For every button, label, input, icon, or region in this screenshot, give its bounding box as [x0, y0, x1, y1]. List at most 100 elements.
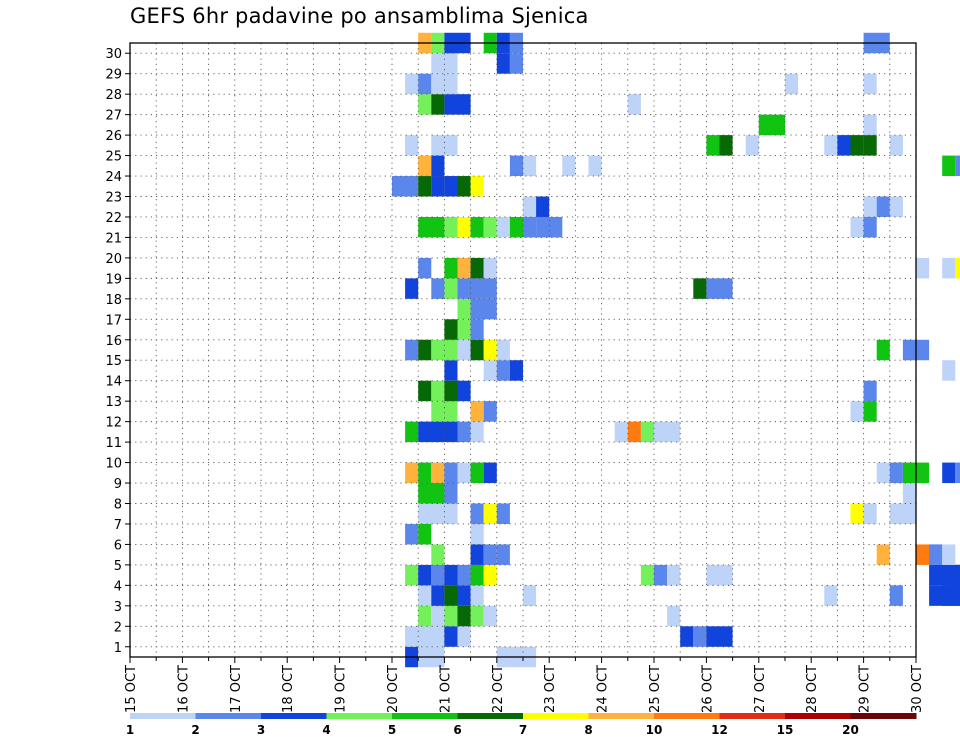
heatmap-cell: [955, 462, 960, 484]
heatmap-cell: [405, 339, 419, 361]
heatmap-cell: [745, 135, 759, 156]
heatmap-cell: [496, 360, 510, 381]
heatmap-cell: [457, 339, 471, 361]
heatmap-cell: [418, 155, 432, 177]
heatmap-cell: [955, 585, 960, 606]
heatmap-cell: [444, 319, 458, 340]
y-tick-label: 21: [105, 231, 122, 246]
legend-swatch: [719, 713, 786, 719]
heatmap-cell: [418, 585, 432, 606]
heatmap-cell: [483, 605, 497, 627]
heatmap-cell: [627, 421, 641, 443]
y-axis: 1234567891011121314151617181920212223242…: [105, 47, 130, 656]
heatmap-cell: [444, 585, 458, 606]
heatmap-cell: [470, 401, 484, 422]
heatmap-cell: [418, 483, 445, 504]
heatmap-cell: [863, 73, 877, 95]
heatmap-cell: [431, 380, 445, 402]
heatmap-cell: [876, 339, 890, 361]
y-tick-label: 13: [105, 395, 122, 410]
heatmap-cell: [483, 339, 497, 361]
heatmap-cell: [863, 114, 877, 136]
y-tick-label: 25: [105, 150, 122, 165]
dotted-grid: [129, 43, 917, 657]
heatmap-cell: [536, 196, 550, 217]
heatmap-cell: [942, 544, 956, 565]
x-tick-label: 25 OCT: [648, 665, 663, 713]
heatmap-cell: [496, 216, 510, 238]
heatmap-cell: [916, 257, 930, 279]
heatmap-cell: [470, 503, 484, 524]
heatmap-cell: [863, 196, 877, 217]
heatmap-cell: [431, 401, 458, 422]
heatmap-cell: [470, 339, 484, 361]
heatmap-cell: [889, 196, 903, 217]
heatmap-cell: [418, 605, 432, 627]
x-tick-label: 28 OCT: [805, 665, 820, 713]
heatmap-cell: [444, 564, 458, 586]
heatmap-cell: [588, 155, 602, 177]
heatmap-cell: [706, 626, 733, 647]
y-tick-label: 8: [114, 498, 122, 513]
heatmap-cell: [627, 94, 641, 115]
heatmap-cell: [470, 216, 484, 238]
heatmap-cell: [431, 155, 445, 177]
y-tick-label: 12: [105, 416, 122, 431]
color-legend: 1 2 3 4 5 6 7 8 10 12 15 20: [126, 713, 917, 737]
heatmap-cell: [483, 503, 497, 524]
heatmap-cell: [457, 462, 471, 484]
chart-title: GEFS 6hr padavine po ansamblima Sjenica: [130, 4, 589, 28]
heatmap-cell: [444, 605, 458, 627]
x-tick-label: 23 OCT: [543, 665, 558, 713]
legend-swatch: [850, 713, 917, 719]
x-tick-label: 30 OCT: [910, 665, 925, 713]
x-tick-label: 29 OCT: [858, 665, 873, 713]
x-axis: 15 OCT 16 OCT 17 OCT 18 OCT 19 OCT 20 OCT 21 O…: [124, 657, 925, 713]
y-tick-label: 23: [105, 191, 122, 206]
heatmap-cell: [470, 257, 484, 279]
heatmap-cell: [902, 483, 916, 504]
heatmap-cell: [431, 73, 458, 95]
heatmap-cell: [562, 155, 576, 177]
legend-swatch: [326, 713, 393, 719]
heatmap-cell: [785, 73, 799, 95]
heatmap-cell: [863, 216, 877, 238]
x-tick-label: 26 OCT: [700, 665, 715, 713]
legend-swatch: [588, 713, 655, 719]
heatmap-cell: [496, 53, 510, 74]
heatmap-cell: [929, 544, 943, 565]
heatmap-cell: [444, 360, 458, 381]
heatmap-cell: [418, 462, 432, 484]
heatmap-cell: [418, 94, 432, 115]
x-tick-label: 17 OCT: [229, 665, 244, 713]
heatmap-cell: [483, 216, 497, 238]
heatmap-cell: [509, 53, 523, 74]
heatmap-cell: [444, 257, 458, 279]
heatmap-cell: [850, 503, 864, 524]
legend-swatch: [654, 713, 720, 719]
heatmap-cell: [483, 360, 497, 381]
heatmap-cell: [418, 339, 432, 361]
heatmap-cell: [457, 298, 471, 320]
heatmap-cell: [405, 73, 419, 95]
legend-swatch: [392, 713, 458, 719]
heatmap-cell: [444, 94, 471, 115]
heatmap-cell: [431, 53, 458, 74]
y-tick-label: 14: [105, 375, 122, 390]
heatmap-cell: [444, 176, 458, 197]
heatmap-cell: [405, 523, 419, 545]
heatmap-cell: [470, 544, 484, 565]
y-tick-label: 6: [114, 538, 122, 553]
heatmap-cell: [418, 421, 458, 443]
y-tick-label: 18: [105, 293, 122, 308]
heatmap-cell: [470, 462, 484, 484]
heatmap-cell: [470, 298, 497, 320]
heatmap-cell: [654, 564, 668, 586]
x-tick-label: 16 OCT: [176, 665, 191, 713]
heatmap-cell: [680, 626, 694, 647]
heatmap-cell: [444, 380, 458, 402]
heatmap-cell: [470, 421, 484, 443]
y-tick-label: 28: [105, 88, 122, 103]
heatmap-cell: [431, 462, 445, 484]
heatmap-cell: [706, 278, 733, 299]
